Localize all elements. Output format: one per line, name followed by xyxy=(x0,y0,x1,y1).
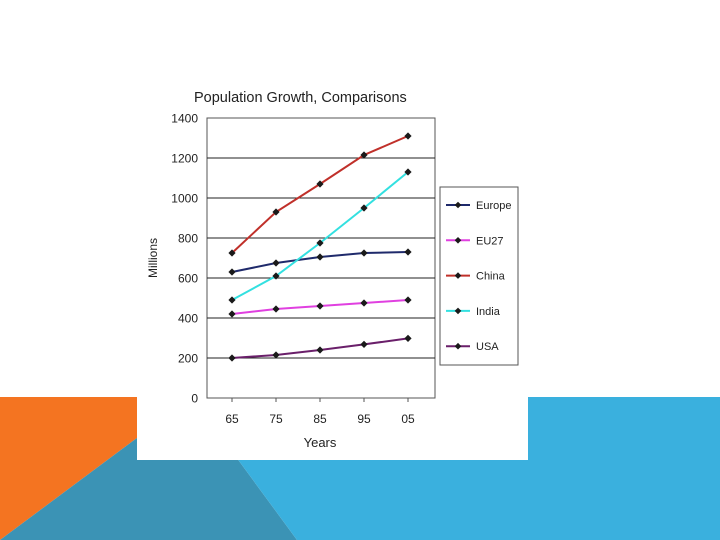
data-point-india xyxy=(404,168,412,176)
data-point-india xyxy=(272,272,280,280)
y-tick-label: 1000 xyxy=(171,192,198,206)
data-point-china xyxy=(316,180,324,188)
population-chart: Population Growth, Comparisons Millions … xyxy=(146,90,519,450)
data-point-india xyxy=(360,204,368,212)
y-tick-label: 0 xyxy=(191,392,198,406)
data-point-china xyxy=(404,132,412,140)
data-point-europe xyxy=(272,259,280,267)
legend-label-india: India xyxy=(476,306,501,318)
y-axis-label: Millions xyxy=(146,238,160,278)
legend-label-eu27: EU27 xyxy=(476,235,504,247)
decor-teal-shape xyxy=(0,397,297,540)
data-point-eu27 xyxy=(404,296,412,304)
data-point-europe xyxy=(360,249,368,257)
legend-marker-eu27 xyxy=(454,237,462,244)
legend-marker-usa xyxy=(454,342,462,350)
legend-marker-europe xyxy=(454,201,462,209)
data-point-europe xyxy=(316,253,324,261)
x-tick-label: 85 xyxy=(313,412,327,426)
data-point-usa xyxy=(360,340,368,348)
y-tick-label: 200 xyxy=(178,352,198,366)
legend-marker-india xyxy=(454,307,462,315)
data-point-europe xyxy=(404,248,412,256)
y-tick-label: 1200 xyxy=(171,152,198,166)
legend-label-usa: USA xyxy=(476,341,499,353)
x-tick-label: 65 xyxy=(225,412,239,426)
x-tick-label: 75 xyxy=(269,412,283,426)
y-tick-label: 600 xyxy=(178,272,198,286)
data-point-china xyxy=(360,151,368,159)
data-point-europe xyxy=(228,268,236,276)
y-tick-label: 400 xyxy=(178,312,198,326)
plot-area: 0 200 400 600 800 1000 1200 1400 65 75 85 95 05 xyxy=(171,112,436,426)
data-point-usa xyxy=(272,351,280,359)
data-point-usa xyxy=(404,334,412,342)
y-tick-label: 800 xyxy=(178,232,198,246)
data-point-eu27 xyxy=(316,302,324,310)
x-axis-label: Years xyxy=(304,435,337,450)
chart-panel: Population Growth, Comparisons Millions … xyxy=(137,78,528,460)
y-tick-label: 1400 xyxy=(171,112,198,126)
data-point-china xyxy=(228,249,236,257)
legend-label-china: China xyxy=(476,271,506,283)
legend: Europe EU27 China India USA xyxy=(439,186,519,366)
data-point-china xyxy=(272,208,280,216)
data-point-india xyxy=(228,296,236,304)
legend-marker-china xyxy=(454,272,462,279)
data-point-eu27 xyxy=(228,310,236,318)
data-point-india xyxy=(316,239,324,247)
x-tick-label: 05 xyxy=(401,412,415,426)
legend-label-europe: Europe xyxy=(476,200,511,212)
data-point-usa xyxy=(228,354,236,362)
data-point-eu27 xyxy=(360,299,368,307)
chart-title: Population Growth, Comparisons xyxy=(194,90,407,106)
data-point-usa xyxy=(316,346,324,354)
x-tick-label: 95 xyxy=(357,412,371,426)
data-point-eu27 xyxy=(272,305,280,313)
